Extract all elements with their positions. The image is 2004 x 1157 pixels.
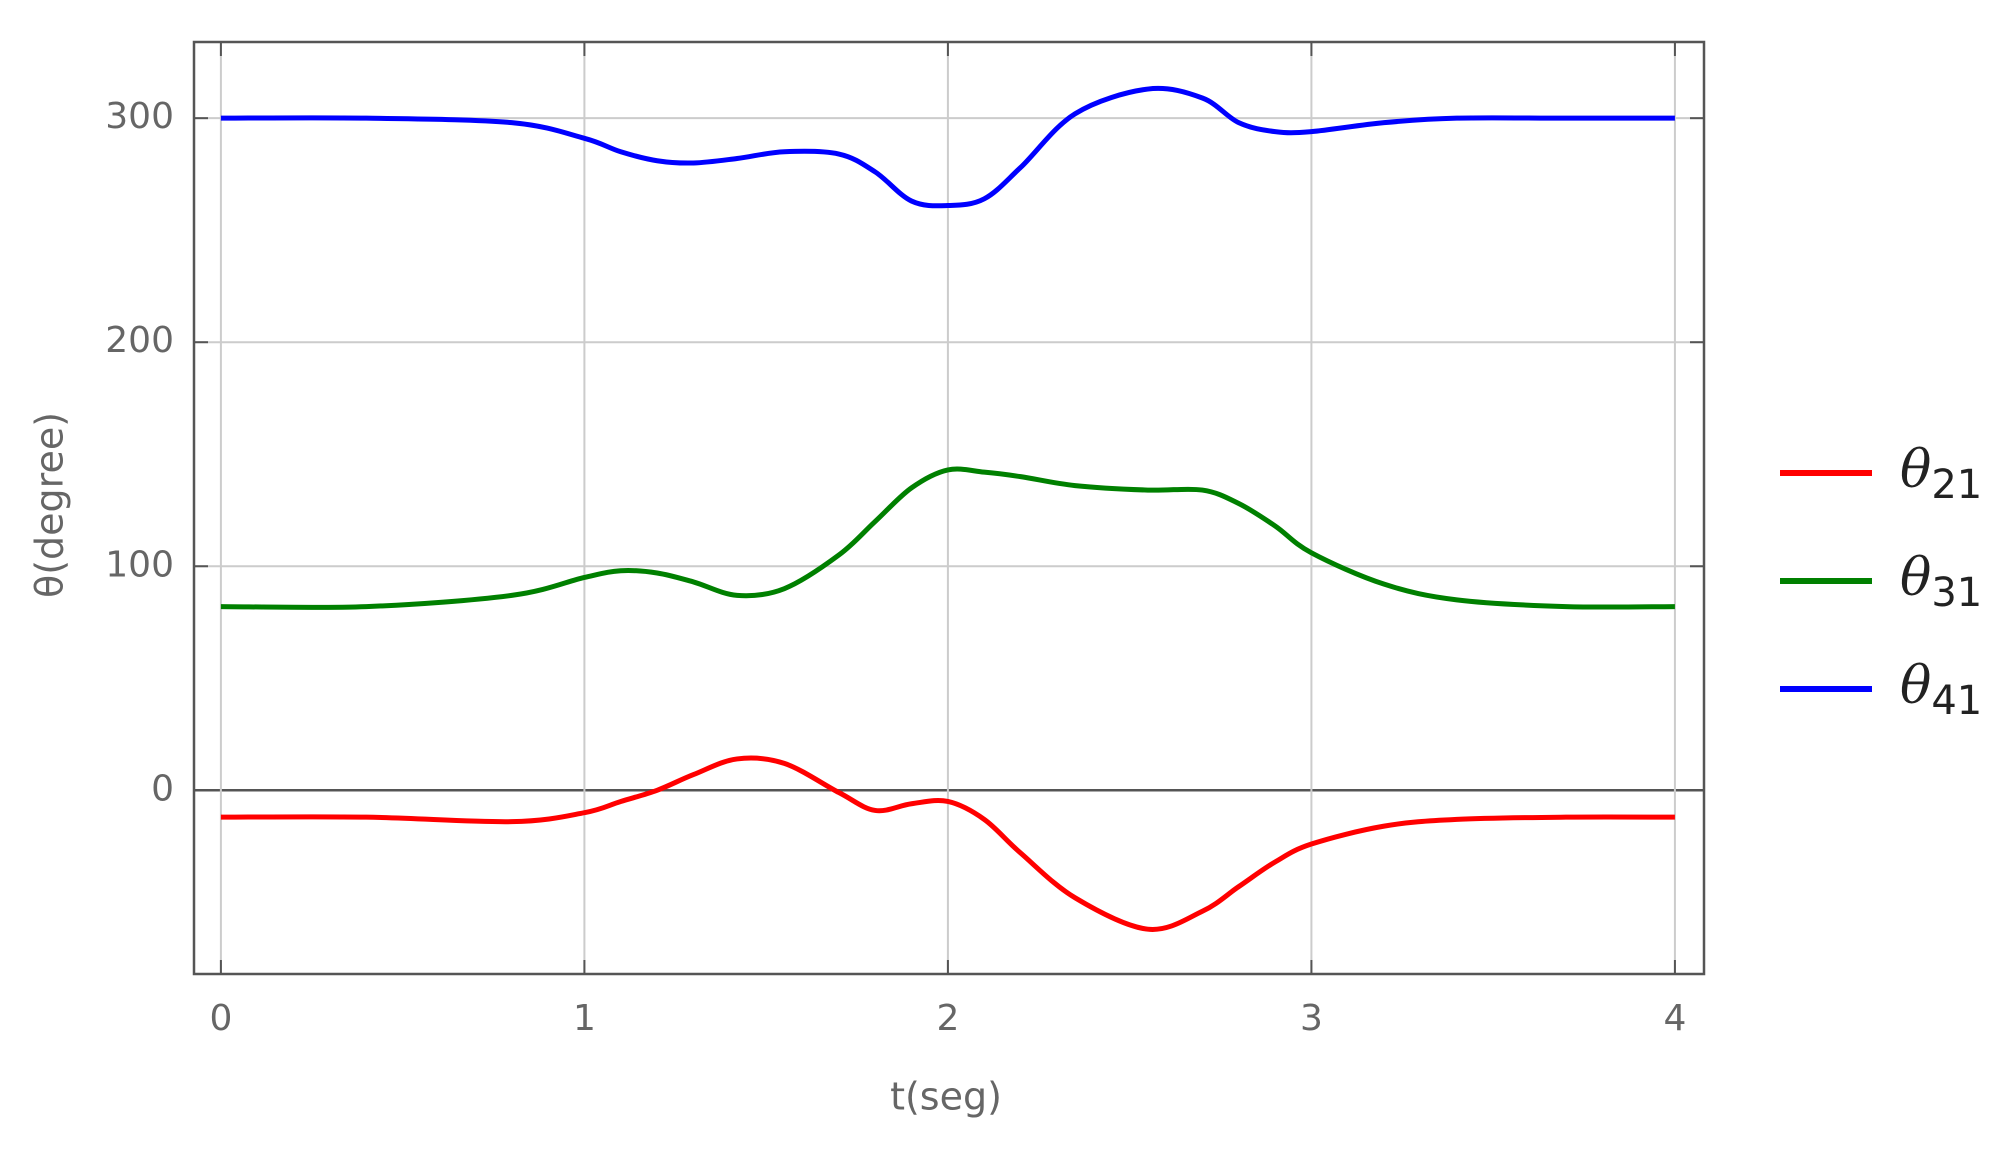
data-line bbox=[220, 755, 1675, 932]
x-tick-label: 3 bbox=[1300, 998, 1323, 1039]
data-line bbox=[220, 466, 1675, 610]
x-tick-label: 0 bbox=[209, 998, 232, 1039]
y-axis-title: θ(degree) bbox=[28, 412, 72, 598]
legend-label: θ21 bbox=[1900, 440, 1982, 509]
data-line bbox=[220, 85, 1675, 209]
y-tick-label: 100 bbox=[105, 544, 174, 585]
x-axis-title: t(seg) bbox=[890, 1075, 1002, 1119]
x-tick-label: 2 bbox=[936, 998, 959, 1039]
legend-label: θ41 bbox=[1900, 656, 1982, 725]
x-tick-label: 1 bbox=[573, 998, 596, 1039]
x-tick-label: 4 bbox=[1663, 998, 1686, 1039]
y-tick-label: 200 bbox=[105, 320, 174, 361]
legend-label: θ31 bbox=[1900, 548, 1982, 617]
y-tick-label: 0 bbox=[151, 768, 174, 809]
plot-frame bbox=[192, 40, 1706, 976]
y-tick-label: 300 bbox=[105, 96, 174, 137]
